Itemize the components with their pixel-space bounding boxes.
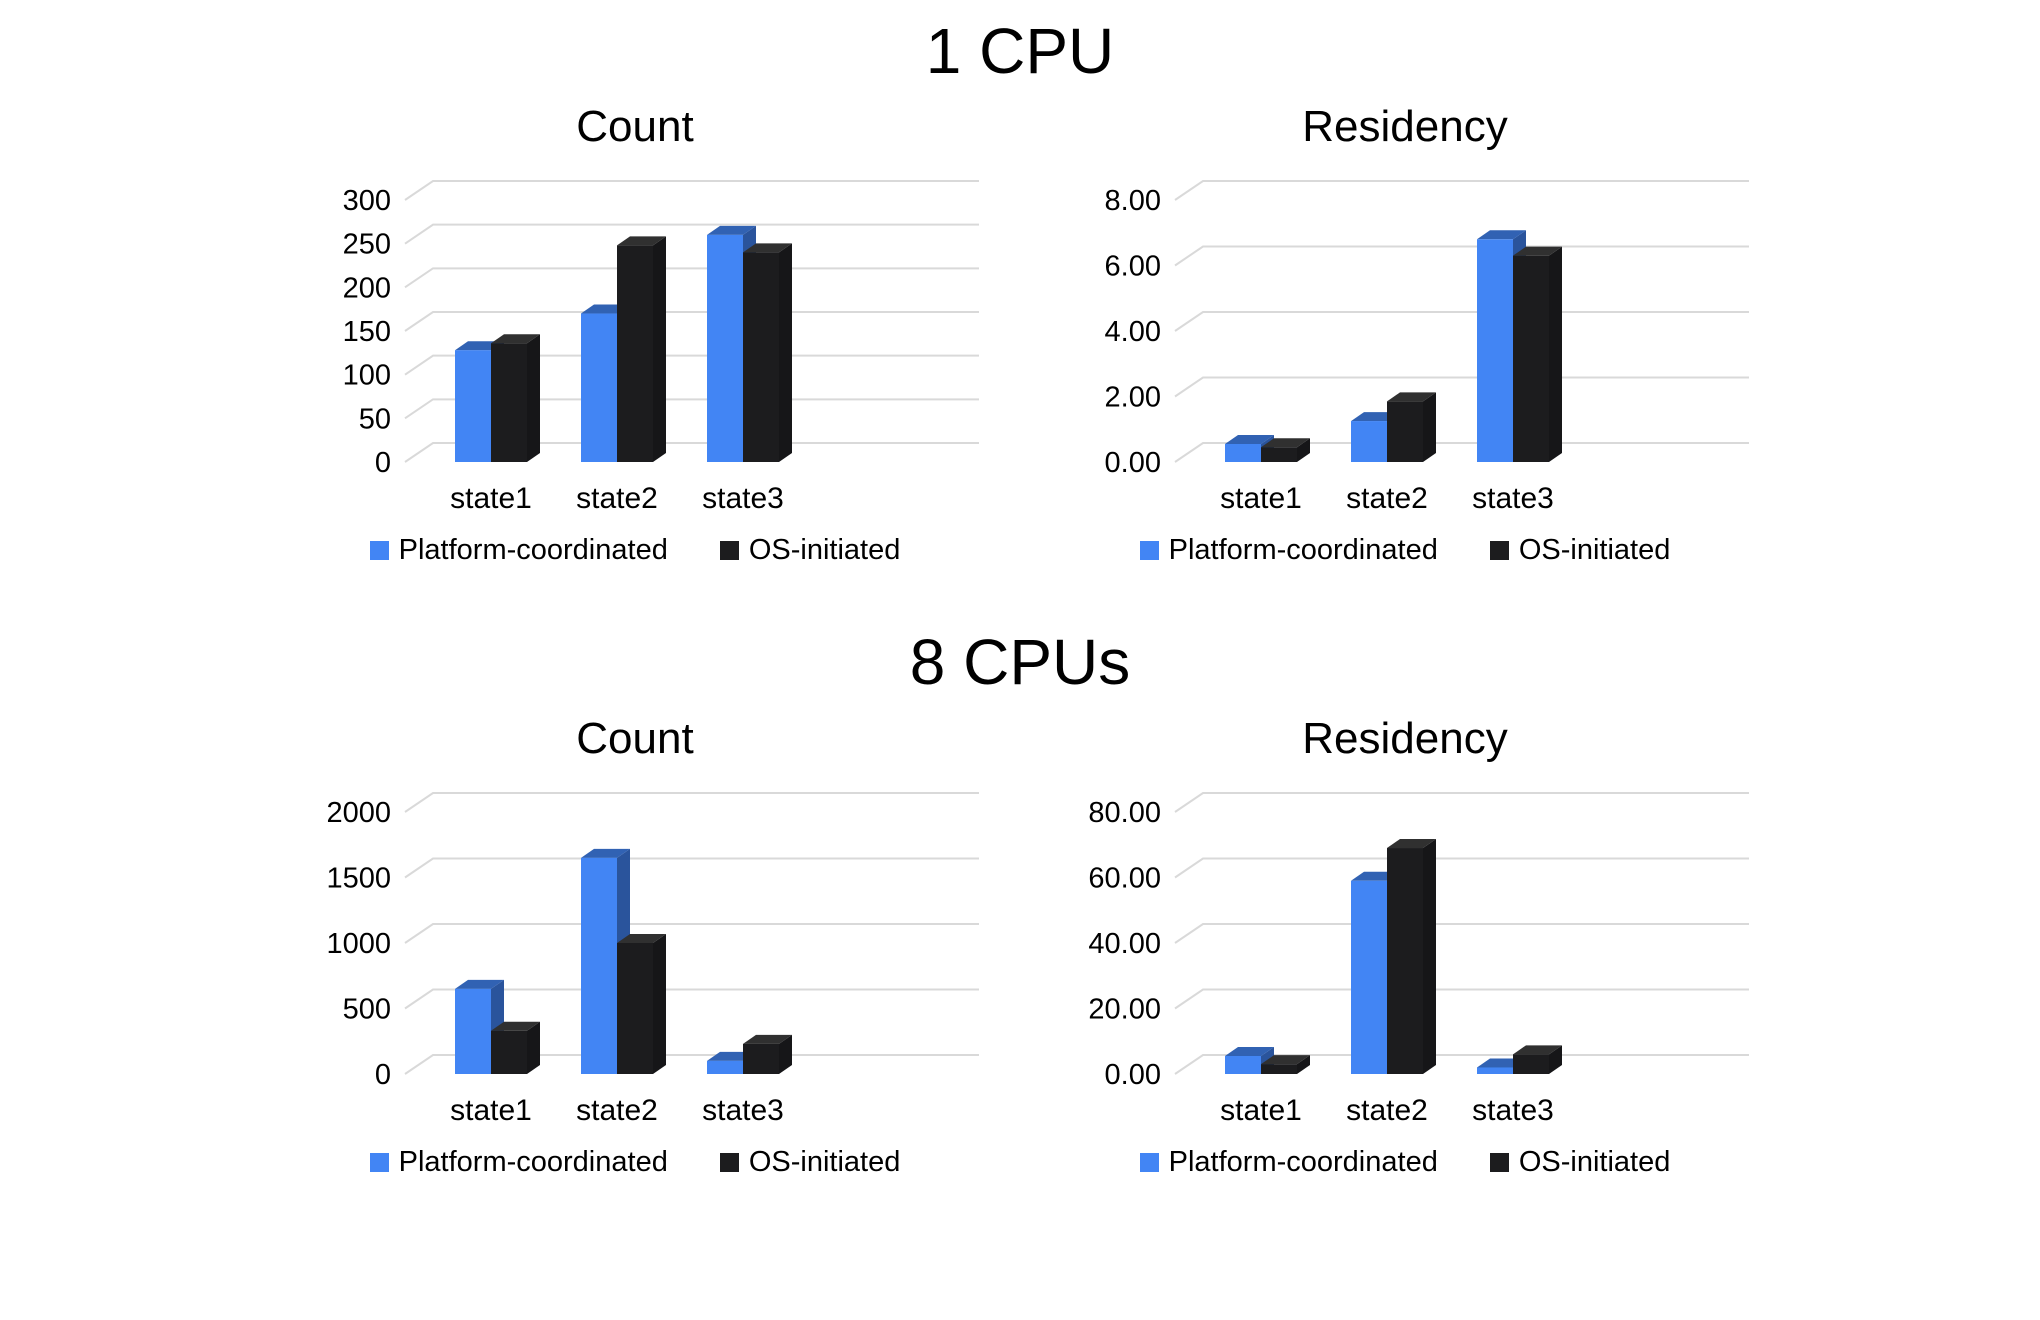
svg-text:0: 0	[375, 447, 391, 479]
section-title-1cpu: 1 CPU	[925, 15, 1115, 87]
svg-text:500: 500	[343, 993, 391, 1025]
svg-text:state3: state3	[1472, 482, 1554, 515]
chart-title-residency-1cpu: Residency	[1302, 102, 1508, 152]
legend-item-os-initiated: OS-initiated	[719, 1145, 901, 1179]
bar-chart-residency-1cpu: 0.00 2.00 4.00 6.00 8.00 state1 state2 state3	[1105, 180, 1749, 515]
svg-text:100: 100	[343, 360, 391, 392]
svg-text:80.00: 80.00	[1088, 797, 1161, 829]
svg-text:state1: state1	[1220, 1094, 1302, 1127]
legend-item-platform-coordinated: Platform-coordinated	[369, 534, 668, 567]
svg-text:60.00: 60.00	[1088, 862, 1161, 894]
chart-count-8cpus: Count 0 500 1000 1500 2000 state1 state2 state3…	[285, 708, 985, 1179]
chart-title-residency-8cpus: Residency	[1302, 713, 1508, 763]
svg-text:300: 300	[343, 185, 391, 217]
svg-text:8.00: 8.00	[1105, 185, 1161, 217]
legend-swatch-platform-coordinated-icon	[1139, 541, 1159, 561]
legend-label-platform-coordinated: Platform-coordinated	[1168, 1145, 1438, 1178]
legend-swatch-platform-coordinated-icon	[369, 1152, 389, 1172]
svg-text:1500: 1500	[326, 862, 391, 894]
legend-swatch-platform-coordinated-icon	[1139, 1152, 1159, 1172]
legend-swatch-os-initiated-icon	[719, 1152, 739, 1172]
svg-text:state2: state2	[576, 1094, 658, 1127]
svg-text:40.00: 40.00	[1088, 928, 1161, 960]
svg-text:250: 250	[343, 229, 391, 261]
legend-label-os-initiated: OS-initiated	[748, 1145, 901, 1178]
svg-text:state2: state2	[1346, 482, 1428, 515]
svg-text:state1: state1	[1220, 482, 1302, 515]
legend-swatch-platform-coordinated-icon	[369, 541, 389, 561]
svg-text:2000: 2000	[326, 797, 391, 829]
chart-legend: Platform-coordinated OS-initiated	[1055, 534, 1755, 567]
legend-label-os-initiated: OS-initiated	[1518, 534, 1671, 567]
svg-text:50: 50	[359, 404, 391, 436]
bar-chart-count-1cpu: 0 50 100 150 200 250 300 state1 state2 state3	[343, 180, 979, 515]
charts-row-1cpu: Count 0 50 100 150 200 250 300 state1 state2 stat…	[0, 96, 2040, 567]
legend-item-platform-coordinated: Platform-coordinated	[1139, 1145, 1438, 1179]
svg-text:state2: state2	[1346, 1094, 1428, 1127]
svg-text:state3: state3	[702, 482, 784, 515]
svg-text:state2: state2	[576, 482, 658, 515]
legend-label-os-initiated: OS-initiated	[1518, 1145, 1671, 1178]
chart-legend: Platform-coordinated OS-initiated	[285, 1146, 985, 1179]
chart-title-count-8cpus: Count	[576, 713, 694, 763]
legend-item-platform-coordinated: Platform-coordinated	[1139, 534, 1438, 567]
svg-text:4.00: 4.00	[1105, 316, 1161, 348]
legend-label-platform-coordinated: Platform-coordinated	[398, 1145, 668, 1178]
svg-text:0: 0	[375, 1059, 391, 1091]
legend-label-platform-coordinated: Platform-coordinated	[1168, 534, 1438, 567]
svg-text:6.00: 6.00	[1105, 251, 1161, 283]
svg-text:state3: state3	[1472, 1094, 1554, 1127]
svg-text:0.00: 0.00	[1105, 447, 1161, 479]
legend-item-os-initiated: OS-initiated	[1489, 1145, 1671, 1179]
legend-label-os-initiated: OS-initiated	[748, 534, 901, 567]
svg-text:150: 150	[343, 316, 391, 348]
svg-text:0.00: 0.00	[1105, 1059, 1161, 1091]
svg-text:state1: state1	[450, 482, 532, 515]
chart-legend: Platform-coordinated OS-initiated	[1055, 1146, 1755, 1179]
legend-item-os-initiated: OS-initiated	[719, 534, 901, 567]
legend-swatch-os-initiated-icon	[1489, 541, 1509, 561]
svg-text:state3: state3	[702, 1094, 784, 1127]
svg-text:1000: 1000	[326, 928, 391, 960]
section-1cpu: 1 CPU Count 0 50 100 150 200 250 300 state1 stat…	[0, 0, 2040, 567]
chart-residency-1cpu: Residency 0.00 2.00 4.00 6.00 8.00 state1 stat…	[1055, 96, 1755, 567]
bar-chart-residency-8cpus: 0.00 20.00 40.00 60.00 80.00 state1 state2 stat…	[1088, 791, 1749, 1127]
bar-chart-count-8cpus: 0 500 1000 1500 2000 state1 state2 state3	[326, 791, 979, 1127]
legend-label-platform-coordinated: Platform-coordinated	[398, 534, 668, 567]
svg-text:20.00: 20.00	[1088, 993, 1161, 1025]
charts-row-8cpus: Count 0 500 1000 1500 2000 state1 state2 state3…	[0, 708, 2040, 1179]
svg-text:200: 200	[343, 273, 391, 305]
legend-swatch-os-initiated-icon	[1489, 1152, 1509, 1172]
chart-title-count-1cpu: Count	[576, 102, 694, 152]
chart-residency-8cpus: Residency 0.00 20.00 40.00 60.00 80.00 state1…	[1055, 708, 1755, 1179]
svg-text:state1: state1	[450, 1094, 532, 1127]
section-title-8cpus: 8 CPUs	[909, 626, 1131, 699]
legend-item-os-initiated: OS-initiated	[1489, 534, 1671, 567]
svg-text:2.00: 2.00	[1105, 382, 1161, 414]
chart-legend: Platform-coordinated OS-initiated	[285, 534, 985, 567]
legend-item-platform-coordinated: Platform-coordinated	[369, 1145, 668, 1179]
legend-swatch-os-initiated-icon	[719, 541, 739, 561]
chart-count-1cpu: Count 0 50 100 150 200 250 300 state1 state2 stat…	[285, 96, 985, 567]
section-8cpus: 8 CPUs Count 0 500 1000 1500 2000 state1 state…	[0, 611, 2040, 1178]
